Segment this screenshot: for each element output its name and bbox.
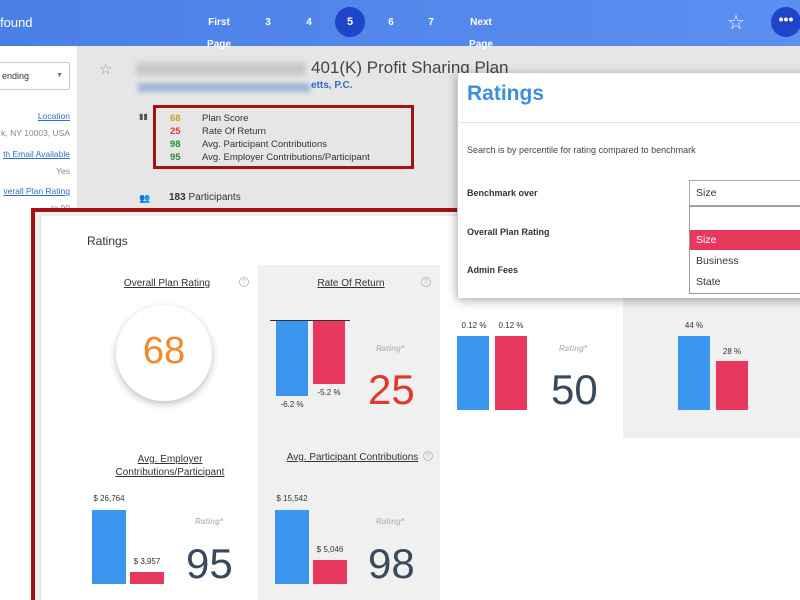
people-icon: 👥 <box>139 193 151 203</box>
benchmark-over-label: Benchmark over <box>467 188 538 198</box>
option-business[interactable]: Business <box>696 255 739 267</box>
next-page-link[interactable]: Next Page <box>469 17 493 50</box>
score-value: 95 <box>170 152 181 163</box>
plan-bar-label: 0.12 % <box>461 321 487 330</box>
plan-bar-label: -6.2 % <box>280 400 304 409</box>
participants-label: Participants <box>188 192 241 203</box>
benchmark-bar-label: $ 5,046 <box>316 545 344 554</box>
score-label: Plan Score <box>202 113 249 124</box>
first-page-link[interactable]: First Page <box>207 17 231 50</box>
rating-label: Rating* <box>376 344 404 353</box>
benchmark-bar <box>313 321 345 384</box>
employer-contrib-rating: 95 <box>186 540 233 587</box>
overall-plan-rating-label: Overall Plan Rating <box>467 227 550 237</box>
plan-bar <box>92 510 126 584</box>
help-icon[interactable]: ? <box>421 277 431 287</box>
top-bar <box>0 0 800 46</box>
participant-contrib-title[interactable]: Avg. Participant Contributions <box>286 452 419 463</box>
score-row-employer-contrib: 95 Avg. Employer Contributions/Participan… <box>170 151 370 164</box>
plan-bar <box>276 321 308 396</box>
popup-title: Ratings <box>467 82 545 105</box>
rating-label: Rating* <box>376 517 404 526</box>
benchmark-bar-label: $ 3,957 <box>133 557 161 566</box>
bookmark-star-icon[interactable]: ☆ <box>99 61 113 78</box>
overall-rating-dial <box>116 305 212 401</box>
page-6-link[interactable]: 6 <box>388 17 394 28</box>
filter-email-value: Yes <box>56 166 70 176</box>
redacted-sponsor-name <box>138 83 310 92</box>
benchmark-select[interactable]: Size <box>689 180 800 206</box>
plan-bar-label: $ 26,764 <box>93 494 125 503</box>
score-label: Avg. Employer Contributions/Participant <box>202 152 370 163</box>
zero-axis-line <box>270 320 350 321</box>
plan-bar <box>678 336 710 410</box>
filter-location-link[interactable]: Location <box>37 111 70 121</box>
plan-bar-label: $ 15,542 <box>276 494 308 503</box>
score-value: 25 <box>170 126 181 137</box>
benchmark-bar-label: -5.2 % <box>317 388 341 397</box>
rate-of-return-title[interactable]: Rate Of Return <box>317 278 385 289</box>
favorite-star-icon[interactable]: ☆ <box>727 12 745 34</box>
redacted-plan-name <box>136 62 306 76</box>
popup-header <box>457 73 800 123</box>
plan-title: 401(K) Profit Sharing Plan <box>311 58 509 77</box>
filter-overall-rating-link[interactable]: verall Plan Rating <box>3 186 70 196</box>
score-value: 98 <box>170 139 181 150</box>
benchmark-bar <box>313 560 347 584</box>
sort-select-value: ending <box>2 71 30 81</box>
popup-description: Search is by percentile for rating compa… <box>467 145 696 155</box>
overall-rating-title[interactable]: Overall Plan Rating <box>123 278 211 289</box>
option-state[interactable]: State <box>696 276 721 288</box>
plan-bar-label: 44 % <box>684 321 704 330</box>
score-value: 68 <box>170 113 181 124</box>
sponsor-link[interactable]: etts, P.C. <box>311 80 353 91</box>
score-row-participant-contrib: 98 Avg. Participant Contributions <box>170 138 327 151</box>
sort-select[interactable]: ending ▼ <box>0 62 70 90</box>
rate-of-return-rating: 25 <box>368 366 415 413</box>
score-row-plan-score: 68 Plan Score <box>170 112 248 125</box>
benchmark-bar <box>130 572 164 584</box>
page-7-link[interactable]: 7 <box>428 17 434 28</box>
participants-count: 183 Participants <box>169 192 241 203</box>
filter-location-value: k, NY 10003, USA <box>1 128 70 138</box>
score-row-rate-of-return: 25 Rate Of Return <box>170 125 266 138</box>
benchmark-bar-label: 0.12 % <box>498 321 524 330</box>
benchmark-bar-label: 28 % <box>722 347 742 356</box>
participants-number: 183 <box>169 192 186 203</box>
help-icon[interactable]: ? <box>239 277 249 287</box>
results-found-label: found <box>0 15 33 30</box>
more-options-button[interactable]: ••• <box>771 7 800 37</box>
plan-bar <box>275 510 309 584</box>
admin-fees-label: Admin Fees <box>467 265 519 275</box>
benchmark-bar <box>495 336 527 410</box>
benchmark-bar <box>716 361 748 410</box>
rating-label: Rating* <box>195 517 223 526</box>
plan-bar <box>457 336 489 410</box>
employer-contrib-title[interactable]: Avg. Employer Contributions/Participant <box>115 454 225 478</box>
filter-email-link[interactable]: th Email Available <box>3 149 70 159</box>
admin-fees-rating: 50 <box>551 366 598 413</box>
score-label: Avg. Participant Contributions <box>202 139 327 150</box>
ratings-card-title: Ratings <box>87 234 128 248</box>
participant-contrib-rating: 98 <box>368 540 415 587</box>
option-size[interactable]: Size <box>690 230 800 250</box>
page-4-link[interactable]: 4 <box>306 17 312 28</box>
benchmark-dropdown: Size Business State <box>689 206 800 294</box>
help-icon[interactable]: ? <box>423 451 433 461</box>
page-3-link[interactable]: 3 <box>265 17 271 28</box>
bar-chart-icon: ▮▮ <box>139 112 148 121</box>
score-label: Rate Of Return <box>202 126 266 137</box>
score-summary-highlight: 68 Plan Score 25 Rate Of Return 98 Avg. Par… <box>153 105 414 169</box>
rating-label: Rating* <box>559 344 587 353</box>
chevron-down-icon: ▼ <box>56 72 63 79</box>
page-5-current[interactable]: 5 <box>335 7 365 37</box>
overall-rating-value: 68 <box>142 330 186 372</box>
